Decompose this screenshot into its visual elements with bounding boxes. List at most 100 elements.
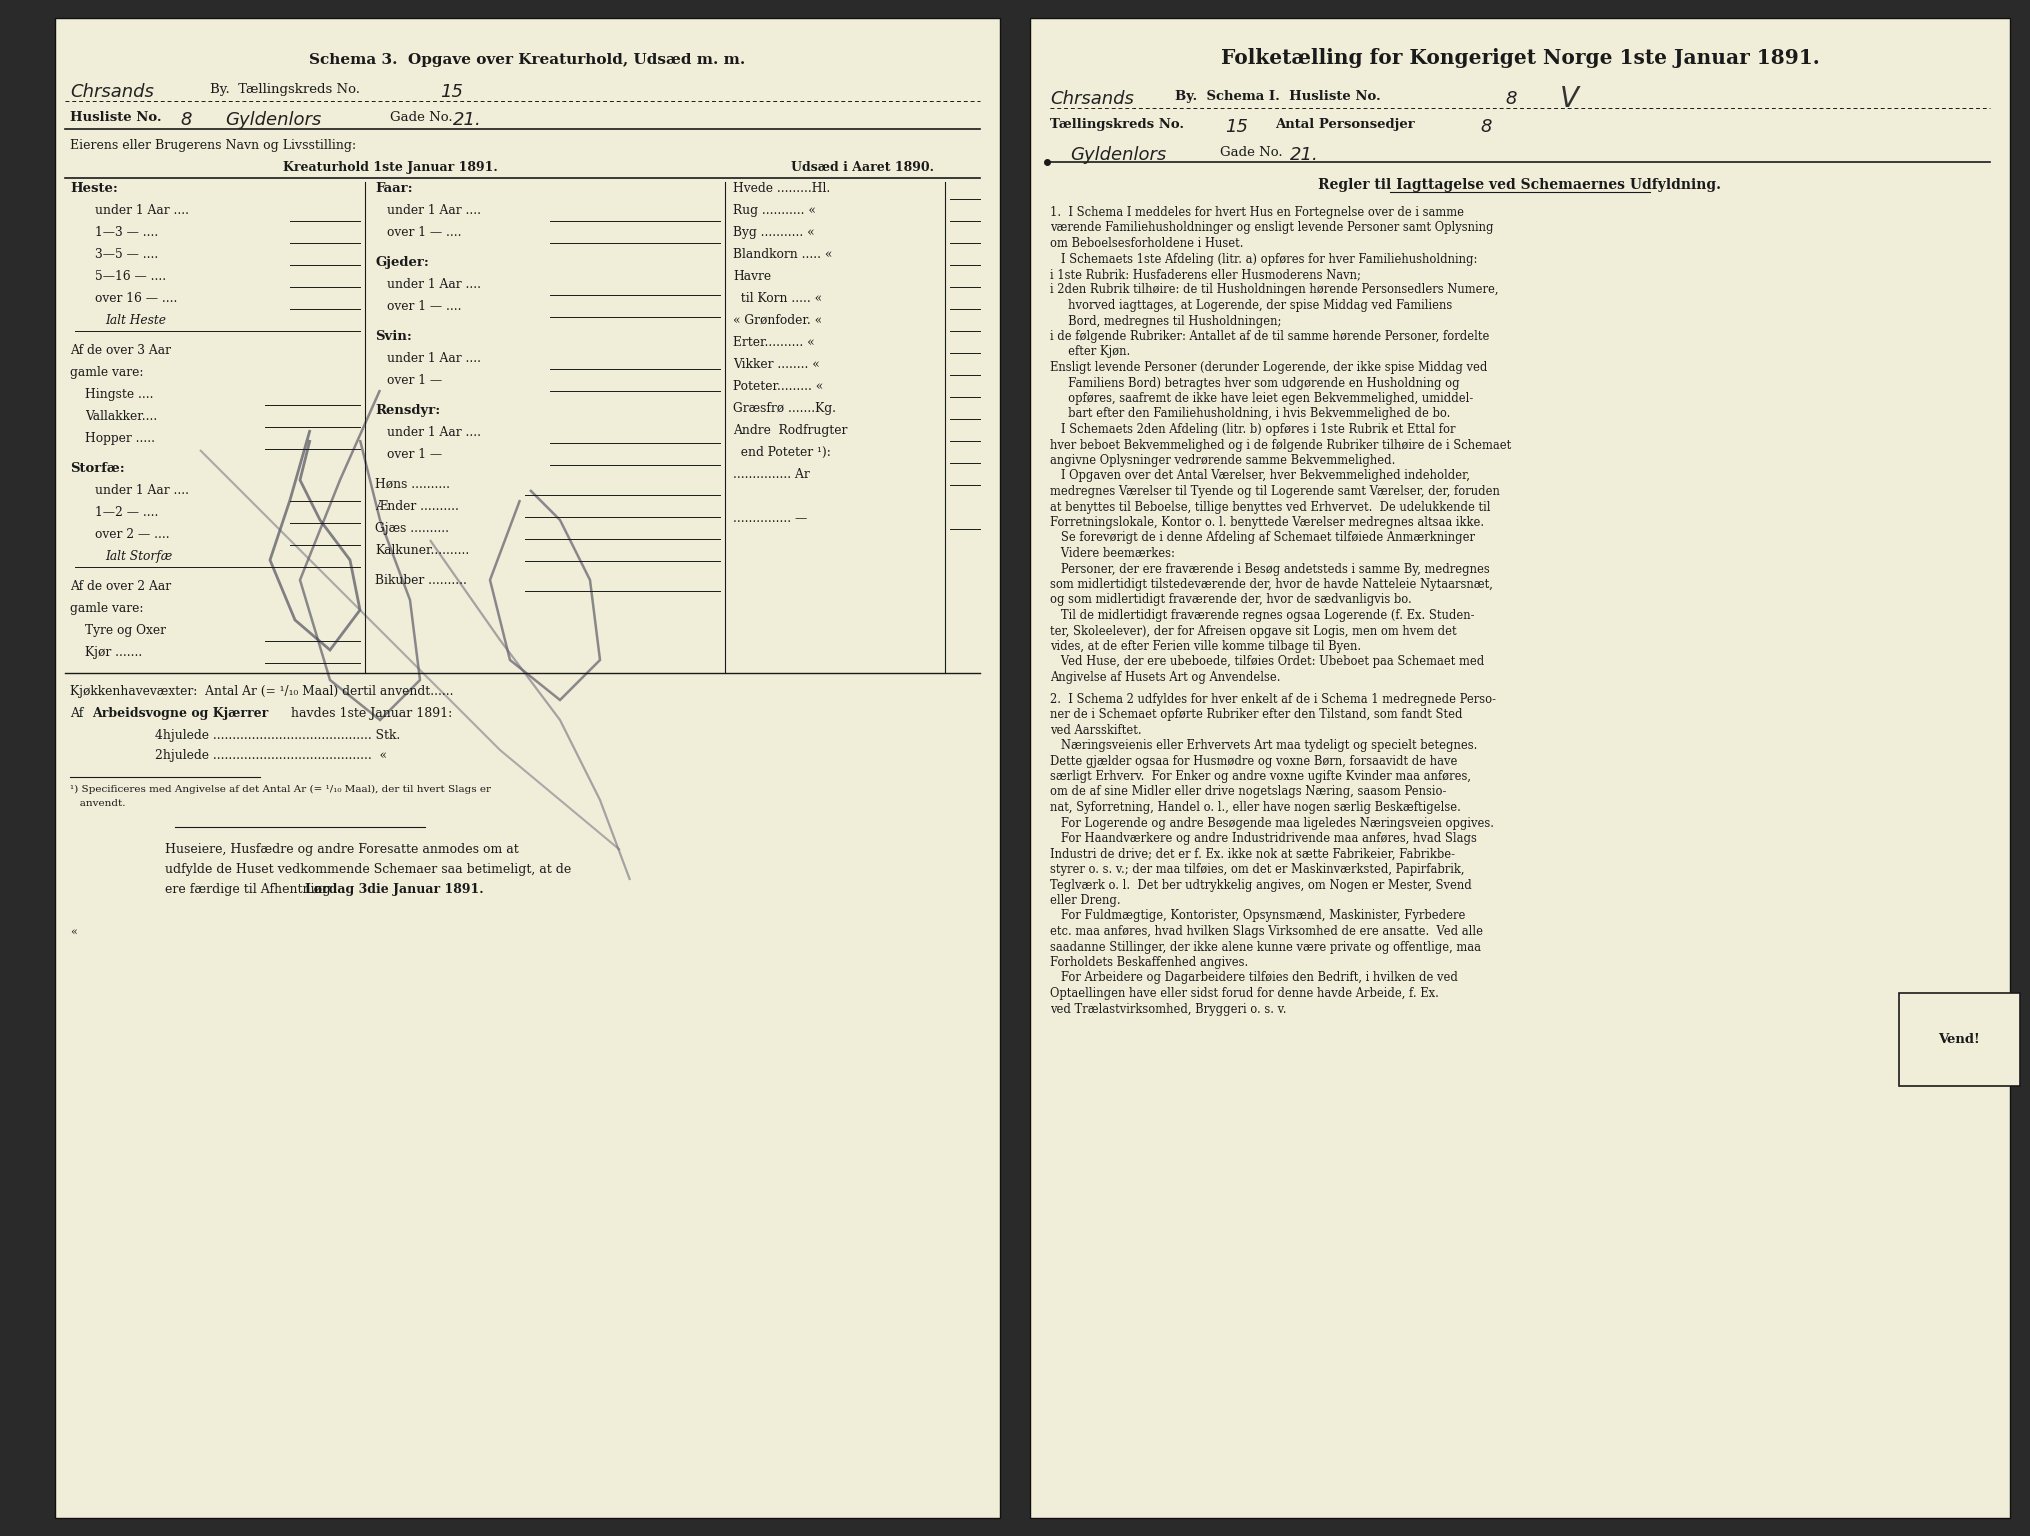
Text: Chrsands: Chrsands [1050,91,1133,108]
Text: som midlertidigt tilstedeværende der, hvor de havde Natteleie Nytaarsnæt,: som midlertidigt tilstedeværende der, hv… [1050,578,1492,591]
Text: end Poteter ¹):: end Poteter ¹): [733,445,830,459]
Text: Familiens Bord) betragtes hver som udgørende en Husholdning og: Familiens Bord) betragtes hver som udgør… [1050,376,1460,390]
Text: Gade No.: Gade No. [390,111,453,124]
Text: Til de midlertidigt fraværende regnes ogsaa Logerende (f. Ex. Studen-: Til de midlertidigt fraværende regnes og… [1050,608,1474,622]
Text: ter, Skoleelever), der for Afreisen opgave sit Logis, men om hvem det: ter, Skoleelever), der for Afreisen opga… [1050,625,1456,637]
Text: ............... Ar: ............... Ar [733,468,810,481]
Text: i 1ste Rubrik: Husfaderens eller Husmoderens Navn;: i 1ste Rubrik: Husfaderens eller Husmode… [1050,267,1360,281]
Text: Vallakker....: Vallakker.... [85,410,156,422]
Text: For Arbeidere og Dagarbeidere tilføies den Bedrift, i hvilken de ved: For Arbeidere og Dagarbeidere tilføies d… [1050,971,1458,985]
Text: Arbeidsvogne og Kjærrer: Arbeidsvogne og Kjærrer [91,707,268,720]
Text: Af de over 2 Aar: Af de over 2 Aar [69,581,171,593]
Text: I Schemaets 2den Afdeling (litr. b) opføres i 1ste Rubrik et Ettal for: I Schemaets 2den Afdeling (litr. b) opfø… [1050,422,1456,436]
Text: 5—16 — ....: 5—16 — .... [95,270,166,283]
Text: anvendt.: anvendt. [69,799,126,808]
Text: Dette gjælder ogsaa for Husmødre og voxne Børn, forsaavidt de have: Dette gjælder ogsaa for Husmødre og voxn… [1050,754,1458,768]
Text: under 1 Aar ....: under 1 Aar .... [388,352,481,366]
FancyBboxPatch shape [1029,18,2010,1518]
Text: Vend!: Vend! [1937,1034,1979,1046]
Text: 2.  I Schema 2 udfyldes for hver enkelt af de i Schema 1 medregnede Perso-: 2. I Schema 2 udfyldes for hver enkelt a… [1050,693,1496,705]
Text: Hopper .....: Hopper ..... [85,432,154,445]
Text: By.  Tællingskreds No.: By. Tællingskreds No. [209,83,359,95]
Text: Heste:: Heste: [69,181,118,195]
Text: Blandkorn ..... «: Blandkorn ..... « [733,247,832,261]
Text: under 1 Aar ....: under 1 Aar .... [388,278,481,290]
Text: i 2den Rubrik tilhøire: de til Husholdningen hørende Personsedlers Numere,: i 2den Rubrik tilhøire: de til Husholdni… [1050,284,1498,296]
Text: Videre beemærkes:: Videre beemærkes: [1050,547,1173,561]
Text: Kjør .......: Kjør ....... [85,647,142,659]
Text: etc. maa anføres, hvad hvilken Slags Virksomhed de ere ansatte.  Ved alle: etc. maa anføres, hvad hvilken Slags Vir… [1050,925,1482,938]
Text: For Fuldmægtige, Kontorister, Opsynsmænd, Maskinister, Fyrbedere: For Fuldmægtige, Kontorister, Opsynsmænd… [1050,909,1466,923]
Text: under 1 Aar ....: under 1 Aar .... [388,425,481,439]
Text: Ialt Heste: Ialt Heste [106,313,166,327]
Text: Ialt Storfæ: Ialt Storfæ [106,550,173,564]
Text: hver beboet Bekvemmelighed og i de følgende Rubriker tilhøire de i Schemaet: hver beboet Bekvemmelighed og i de følge… [1050,438,1510,452]
Text: Gjæs ..........: Gjæs .......... [376,522,449,535]
Text: Ved Huse, der ere ubeboede, tilføies Ordet: Ubeboet paa Schemaet med: Ved Huse, der ere ubeboede, tilføies Ord… [1050,656,1484,668]
Text: I Opgaven over det Antal Værelser, hver Bekvemmelighed indeholder,: I Opgaven over det Antal Værelser, hver … [1050,470,1470,482]
Text: Ensligt levende Personer (derunder Logerende, der ikke spise Middag ved: Ensligt levende Personer (derunder Loger… [1050,361,1486,373]
Text: Storfæ:: Storfæ: [69,462,124,475]
Text: Udsæd i Aaret 1890.: Udsæd i Aaret 1890. [790,161,934,174]
Text: Poteter......... «: Poteter......... « [733,379,822,393]
Text: ere færdige til Afhentning: ere færdige til Afhentning [164,883,335,895]
Text: under 1 Aar ....: under 1 Aar .... [95,204,189,217]
Text: Rensdyr:: Rensdyr: [376,404,441,416]
Text: For Logerende og andre Besøgende maa ligeledes Næringsveien opgives.: For Logerende og andre Besøgende maa lig… [1050,817,1494,829]
Text: bart efter den Familiehusholdning, i hvis Bekvemmelighed de bo.: bart efter den Familiehusholdning, i hvi… [1050,407,1449,421]
Text: angivne Oplysninger vedrørende samme Bekvemmelighed.: angivne Oplysninger vedrørende samme Bek… [1050,455,1395,467]
Text: Gjeder:: Gjeder: [376,257,428,269]
Text: Se forevørigt de i denne Afdeling af Schemaet tilføiede Anmærkninger: Se forevørigt de i denne Afdeling af Sch… [1050,531,1474,544]
FancyBboxPatch shape [55,18,999,1518]
Text: og som midlertidigt fraværende der, hvor de sædvanligvis bo.: og som midlertidigt fraværende der, hvor… [1050,593,1411,607]
Text: Af de over 3 Aar: Af de over 3 Aar [69,344,171,356]
Text: Rug ........... «: Rug ........... « [733,204,816,217]
Text: Bord, medregnes til Husholdningen;: Bord, medregnes til Husholdningen; [1050,315,1281,327]
Text: over 1 — ....: over 1 — .... [388,300,461,313]
Text: Hingste ....: Hingste .... [85,389,154,401]
Text: 1—2 — ....: 1—2 — .... [95,505,158,519]
Text: nat, Syforretning, Handel o. l., eller have nogen særlig Beskæftigelse.: nat, Syforretning, Handel o. l., eller h… [1050,800,1460,814]
Text: I Schemaets 1ste Afdeling (litr. a) opføres for hver Familiehusholdning:: I Schemaets 1ste Afdeling (litr. a) opfø… [1050,252,1476,266]
Text: 3—5 — ....: 3—5 — .... [95,247,158,261]
Text: opføres, saafremt de ikke have leiet egen Bekvemmelighed, umiddel-: opføres, saafremt de ikke have leiet ege… [1050,392,1472,406]
Text: Næringsveienis eller Erhvervets Art maa tydeligt og specielt betegnes.: Næringsveienis eller Erhvervets Art maa … [1050,739,1476,753]
Text: Gyldenlors: Gyldenlors [1070,146,1165,164]
Text: Husliste No.: Husliste No. [69,111,162,124]
Text: vides, at de efter Ferien ville komme tilbage til Byen.: vides, at de efter Ferien ville komme ti… [1050,641,1360,653]
Text: Antal Personsedjer: Antal Personsedjer [1275,118,1415,131]
Text: ¹) Specificeres med Angivelse af det Antal Ar (= ¹/₁₀ Maal), der til hvert Slags: ¹) Specificeres med Angivelse af det Ant… [69,785,491,794]
Text: medregnes Værelser til Tyende og til Logerende samt Værelser, der, foruden: medregnes Værelser til Tyende og til Log… [1050,485,1498,498]
Text: over 2 — ....: over 2 — .... [95,528,171,541]
Text: Høns ..........: Høns .......... [376,478,451,492]
Text: Svin:: Svin: [376,330,412,343]
Text: Byg ........... «: Byg ........... « [733,226,814,240]
Text: Schema 3.  Opgave over Kreaturhold, Udsæd m. m.: Schema 3. Opgave over Kreaturhold, Udsæd… [309,54,745,68]
Text: 1.  I Schema I meddeles for hvert Hus en Fortegnelse over de i samme: 1. I Schema I meddeles for hvert Hus en … [1050,206,1464,220]
Text: 21.: 21. [1289,146,1317,164]
Text: 21.: 21. [453,111,481,129]
Text: styrer o. s. v.; der maa tilføies, om det er Maskinværksted, Papirfabrik,: styrer o. s. v.; der maa tilføies, om de… [1050,863,1464,876]
Text: Ænder ..........: Ænder .......... [376,501,459,513]
Text: Græsfrø .......Kg.: Græsfrø .......Kg. [733,402,836,415]
Text: Tyre og Oxer: Tyre og Oxer [85,624,166,637]
Text: 8: 8 [181,111,191,129]
Text: ved Aarsskiftet.: ved Aarsskiftet. [1050,723,1141,736]
Text: over 1 — ....: over 1 — .... [388,226,461,240]
Text: Optaellingen have eller sidst forud for denne havde Arbeide, f. Ex.: Optaellingen have eller sidst forud for … [1050,988,1437,1000]
Text: Angivelse af Husets Art og Anvendelse.: Angivelse af Husets Art og Anvendelse. [1050,671,1279,684]
Text: saadanne Stillinger, der ikke alene kunne være private og offentlige, maa: saadanne Stillinger, der ikke alene kunn… [1050,940,1480,954]
Text: over 1 —: over 1 — [388,449,443,461]
Text: « Grønfoder. «: « Grønfoder. « [733,313,822,327]
Text: Eierens eller Brugerens Navn og Livsstilling:: Eierens eller Brugerens Navn og Livsstil… [69,138,355,152]
Text: Af: Af [69,707,87,720]
Text: eller Dreng.: eller Dreng. [1050,894,1121,906]
Text: Bikuber ..........: Bikuber .......... [376,574,467,587]
Text: 2hjulede .........................................  «: 2hjulede ...............................… [154,750,388,762]
Text: at benyttes til Beboelse, tillige benyttes ved Erhvervet.  De udelukkende til: at benyttes til Beboelse, tillige benytt… [1050,501,1490,513]
Text: Erter.......... «: Erter.......... « [733,336,814,349]
Text: under 1 Aar ....: under 1 Aar .... [95,484,189,498]
Text: Havre: Havre [733,270,771,283]
Text: 4hjulede ......................................... Stk.: 4hjulede ...............................… [154,730,400,742]
Text: om de af sine Midler eller drive nogetslags Næring, saasom Pensio-: om de af sine Midler eller drive nogetsl… [1050,785,1445,799]
